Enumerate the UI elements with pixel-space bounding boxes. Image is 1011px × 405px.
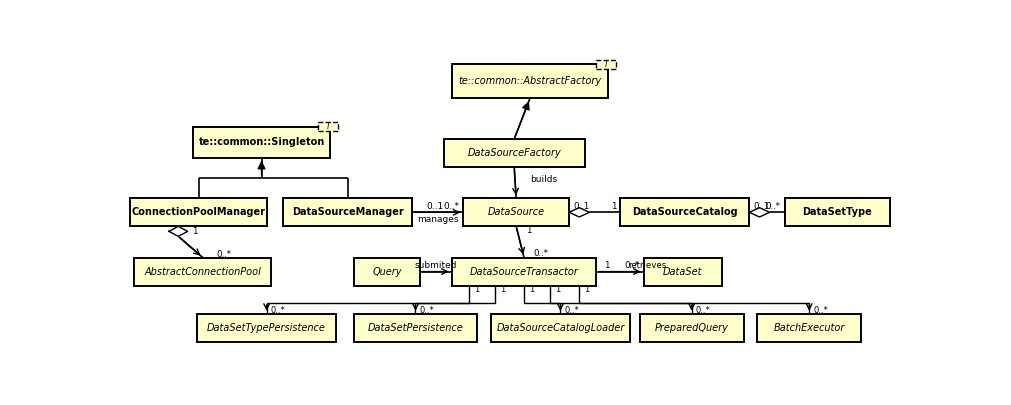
Bar	[596, 60, 616, 69]
Text: 1: 1	[526, 226, 531, 234]
Text: 0..*: 0..*	[217, 250, 232, 259]
Bar	[283, 198, 412, 226]
Text: 0..*: 0..*	[420, 306, 434, 315]
Text: DataSetTypePersistence: DataSetTypePersistence	[207, 323, 327, 333]
Text: builds: builds	[530, 175, 557, 184]
Text: T: T	[604, 60, 609, 69]
Text: DataSet: DataSet	[663, 266, 703, 277]
Text: Query: Query	[372, 266, 401, 277]
Text: PreparedQuery: PreparedQuery	[655, 323, 729, 333]
Bar	[490, 314, 630, 342]
Bar	[444, 139, 584, 167]
Text: DataSourceManager: DataSourceManager	[292, 207, 403, 217]
Text: 0..*: 0..*	[534, 249, 548, 258]
Text: 1: 1	[584, 285, 589, 294]
Text: 1: 1	[611, 202, 616, 211]
Text: 0..*: 0..*	[696, 306, 711, 315]
Text: 1: 1	[192, 227, 198, 236]
Text: DataSourceCatalog: DataSourceCatalog	[632, 207, 737, 217]
Bar	[640, 314, 744, 342]
Bar	[785, 198, 891, 226]
Text: 0..*: 0..*	[444, 202, 459, 211]
Polygon shape	[569, 208, 589, 217]
Text: 0..*: 0..*	[271, 306, 285, 315]
Text: 0..*: 0..*	[625, 262, 640, 271]
Polygon shape	[169, 226, 188, 237]
Text: DataSource: DataSource	[487, 207, 545, 217]
Bar	[354, 258, 421, 286]
Text: BatchExecutor: BatchExecutor	[773, 323, 845, 333]
Bar	[463, 198, 569, 226]
Polygon shape	[749, 208, 769, 217]
Text: 1: 1	[605, 262, 610, 271]
Text: retrieves: retrieves	[628, 262, 666, 271]
Text: manages: manages	[418, 215, 459, 224]
Text: 0..*: 0..*	[564, 306, 579, 315]
Text: ConnectionPoolManager: ConnectionPoolManager	[131, 207, 266, 217]
Bar	[620, 198, 749, 226]
Text: DataSourceCatalogLoader: DataSourceCatalogLoader	[496, 323, 625, 333]
Text: 0..*: 0..*	[765, 202, 780, 211]
Text: T: T	[326, 122, 331, 131]
Bar	[197, 314, 337, 342]
Text: DataSourceTransactor: DataSourceTransactor	[469, 266, 578, 277]
Bar	[134, 258, 271, 286]
Bar	[757, 314, 861, 342]
Text: 0..*: 0..*	[813, 306, 828, 315]
Text: 1: 1	[530, 285, 535, 294]
Text: 0..1: 0..1	[427, 202, 444, 211]
Text: 1: 1	[474, 285, 479, 294]
Text: 0..1: 0..1	[753, 202, 769, 211]
Text: te::common::AbstractFactory: te::common::AbstractFactory	[458, 77, 602, 86]
Text: AbstractConnectionPool: AbstractConnectionPool	[145, 266, 261, 277]
Bar	[193, 126, 330, 158]
Text: 0..1: 0..1	[573, 202, 589, 211]
Text: submited: submited	[415, 261, 457, 270]
Bar	[452, 64, 609, 98]
Bar	[318, 122, 338, 131]
Text: DataSetPersistence: DataSetPersistence	[368, 323, 463, 333]
Text: 1: 1	[500, 285, 506, 294]
Bar	[354, 314, 477, 342]
Text: DataSourceFactory: DataSourceFactory	[467, 148, 561, 158]
Bar	[130, 198, 267, 226]
Bar	[452, 258, 596, 286]
Text: te::common::Singleton: te::common::Singleton	[198, 137, 325, 147]
Text: DataSetType: DataSetType	[803, 207, 872, 217]
Text: 1: 1	[556, 285, 561, 294]
Bar	[643, 258, 722, 286]
